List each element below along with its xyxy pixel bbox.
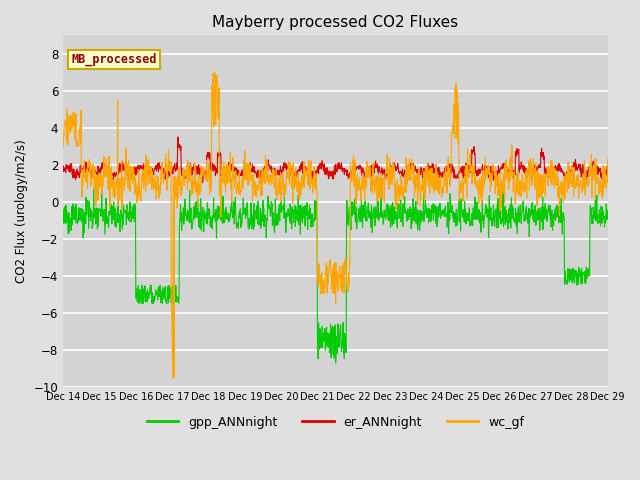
wc_gf (124, 161, 131, 167)
er_ANNnight (199, 180, 207, 185)
er_ANNnight (102, 164, 109, 170)
wc_gf (312, 171, 320, 177)
gpp_ANNnight (370, 204, 378, 210)
Legend: gpp_ANNnight, er_ANNnight, wc_gf: gpp_ANNnight, er_ANNnight, wc_gf (141, 410, 529, 433)
gpp_ANNnight (302, 213, 310, 218)
gpp_ANNnight (102, 209, 109, 215)
gpp_ANNnight (90, 186, 97, 192)
er_ANNnight (291, 172, 299, 178)
Line: gpp_ANNnight: gpp_ANNnight (63, 189, 608, 363)
gpp_ANNnight (60, 207, 67, 213)
wc_gf (60, 144, 67, 149)
wc_gf (102, 164, 109, 169)
wc_gf (211, 70, 218, 75)
wc_gf (291, 173, 299, 179)
er_ANNnight (124, 167, 131, 173)
er_ANNnight (604, 168, 612, 174)
er_ANNnight (370, 165, 378, 171)
gpp_ANNnight (332, 360, 339, 366)
wc_gf (370, 181, 378, 187)
er_ANNnight (302, 169, 310, 175)
Y-axis label: CO2 Flux (urology/m2/s): CO2 Flux (urology/m2/s) (15, 139, 28, 283)
Line: er_ANNnight: er_ANNnight (63, 137, 608, 182)
wc_gf (604, 156, 612, 162)
gpp_ANNnight (124, 215, 132, 220)
wc_gf (302, 169, 310, 175)
er_ANNnight (312, 168, 320, 174)
er_ANNnight (174, 134, 182, 140)
gpp_ANNnight (291, 203, 298, 208)
er_ANNnight (60, 163, 67, 168)
gpp_ANNnight (312, 210, 319, 216)
Title: Mayberry processed CO2 Fluxes: Mayberry processed CO2 Fluxes (212, 15, 458, 30)
gpp_ANNnight (604, 207, 612, 213)
Text: MB_processed: MB_processed (71, 53, 157, 66)
Line: wc_gf: wc_gf (63, 72, 608, 378)
wc_gf (169, 375, 177, 381)
